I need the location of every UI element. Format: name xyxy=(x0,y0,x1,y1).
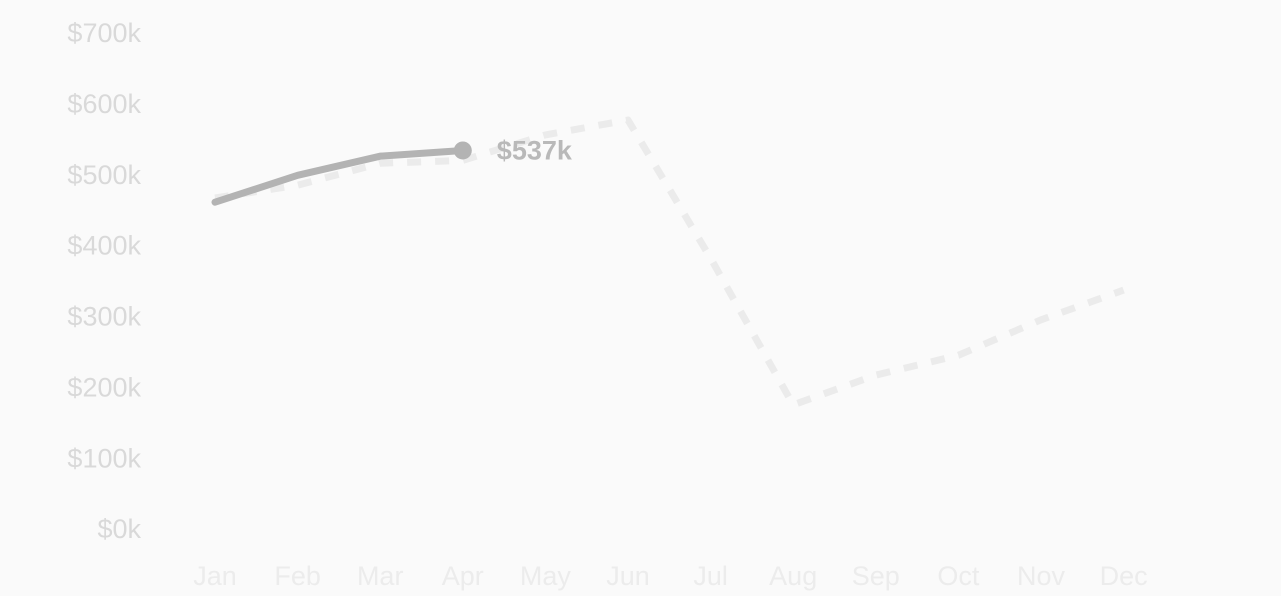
x-tick-label: Oct xyxy=(937,561,980,591)
y-tick-label: $300k xyxy=(67,302,141,332)
x-tick-label: May xyxy=(520,561,572,591)
y-tick-label: $200k xyxy=(67,372,141,402)
x-tick-label: Jul xyxy=(693,561,728,591)
x-tick-label: Nov xyxy=(1017,561,1066,591)
series-line xyxy=(211,146,467,206)
x-tick-label: Jun xyxy=(606,561,650,591)
x-tick-label: Jan xyxy=(193,561,237,591)
y-tick-label: $0k xyxy=(97,514,141,544)
x-tick-label: Feb xyxy=(274,561,321,591)
x-tick-label: Sep xyxy=(852,561,900,591)
x-tick-label: Apr xyxy=(442,561,484,591)
y-tick-label: $500k xyxy=(67,160,141,190)
x-tick-label: Dec xyxy=(1100,561,1148,591)
y-tick-label: $400k xyxy=(67,231,141,261)
end-point xyxy=(453,141,472,160)
y-tick-label: $700k xyxy=(67,18,141,48)
y-tick-label: $600k xyxy=(67,89,141,119)
y-tick-label: $100k xyxy=(67,443,141,473)
x-tick-label: Aug xyxy=(769,561,817,591)
value-label: $537k xyxy=(497,136,573,166)
x-tick-label: Mar xyxy=(357,561,404,591)
